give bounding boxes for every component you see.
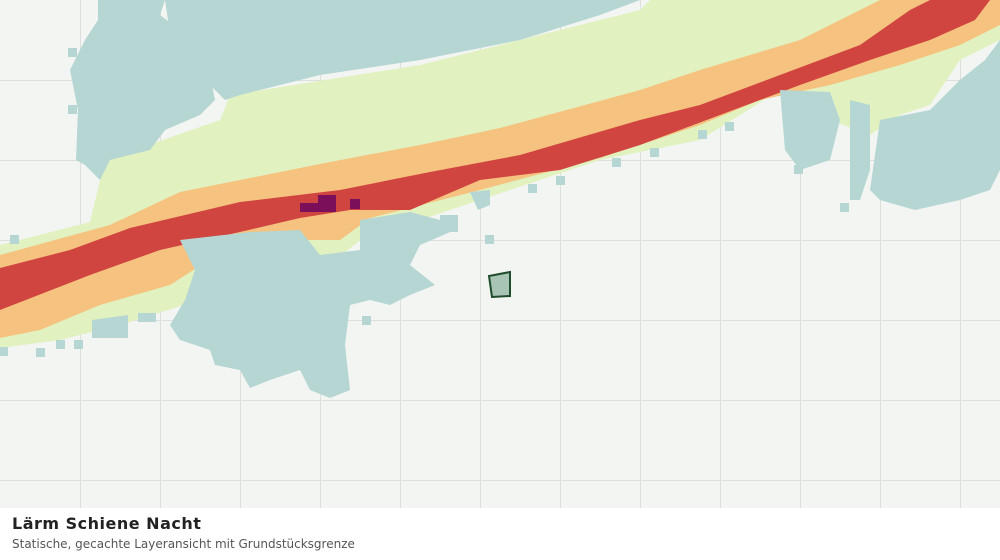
map-caption: Lärm Schiene Nacht Statische, gecachte L… bbox=[0, 508, 1000, 560]
map-title: Lärm Schiene Nacht bbox=[12, 514, 202, 533]
noise-zone-very-high bbox=[350, 199, 360, 209]
buildings bbox=[0, 0, 1000, 398]
noise-zone-very-high bbox=[300, 195, 336, 212]
noise-zone-high bbox=[0, 0, 990, 310]
map-subtitle: Statische, gecachte Layeransicht mit Gru… bbox=[12, 537, 355, 551]
map-view bbox=[0, 0, 1000, 508]
parcel-boundary[interactable] bbox=[487, 270, 511, 299]
